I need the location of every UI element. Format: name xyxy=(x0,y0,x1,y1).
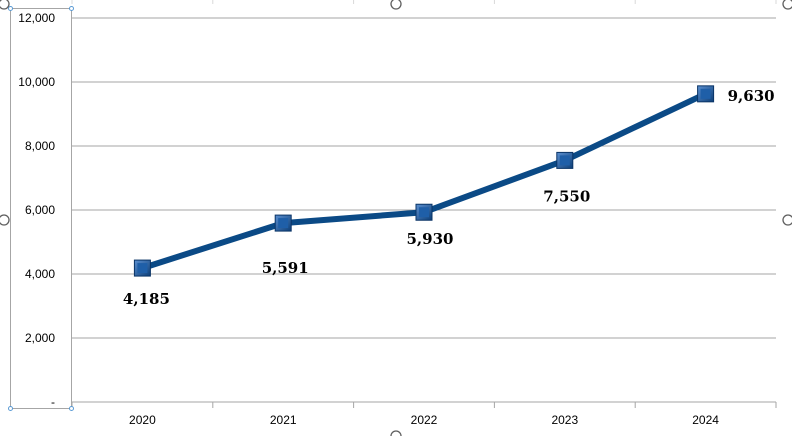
chart-resize-handle xyxy=(390,430,402,441)
data-label: 4,185 xyxy=(123,290,170,308)
y-axis-selection-box xyxy=(10,8,72,409)
chart-resize-handle xyxy=(0,214,10,226)
selection-handle-small xyxy=(8,406,13,411)
y-tick-label: 10,000 xyxy=(18,75,55,89)
selection-handle-small xyxy=(69,6,74,11)
chart-resize-handle xyxy=(390,0,402,10)
x-tick-label: 2020 xyxy=(129,413,156,427)
chart-resize-handle xyxy=(782,0,792,10)
x-tick-label: 2021 xyxy=(270,413,297,427)
data-label: 5,591 xyxy=(262,259,309,277)
data-labels: 4,185 5,591 5,930 7,550 9,630 xyxy=(123,87,775,308)
data-point-marker-face xyxy=(419,207,429,218)
y-tick-label: 2,000 xyxy=(25,331,55,345)
chart-resize-handle xyxy=(782,214,792,226)
data-point-marker-face xyxy=(278,218,289,229)
data-label: 7,550 xyxy=(543,187,590,205)
x-tick-label: 2022 xyxy=(411,413,438,427)
data-point-marker-face xyxy=(700,88,711,99)
y-tick-label: 8,000 xyxy=(25,139,55,153)
series-markers xyxy=(133,85,715,277)
y-tick-label: 4,000 xyxy=(25,267,55,281)
y-tick-label: 6,000 xyxy=(25,203,55,217)
x-axis: 2020 2021 2022 2023 2024 xyxy=(71,0,777,427)
data-label: 9,630 xyxy=(728,87,775,105)
x-tick-label: 2023 xyxy=(551,413,578,427)
y-axis: - 2,000 4,000 6,000 8,000 10,000 12,000 xyxy=(18,11,55,409)
gridlines xyxy=(72,17,776,403)
y-tick-label: - xyxy=(51,395,55,409)
data-point-marker-face xyxy=(137,263,148,274)
y-tick-label: 12,000 xyxy=(18,11,55,25)
data-point-marker-face xyxy=(559,155,570,166)
selection-handle-small xyxy=(69,406,74,411)
data-label: 5,930 xyxy=(407,230,454,248)
x-tick-label: 2024 xyxy=(692,413,719,427)
chart-resize-handle xyxy=(0,0,10,10)
selection-handle-small xyxy=(8,6,13,11)
